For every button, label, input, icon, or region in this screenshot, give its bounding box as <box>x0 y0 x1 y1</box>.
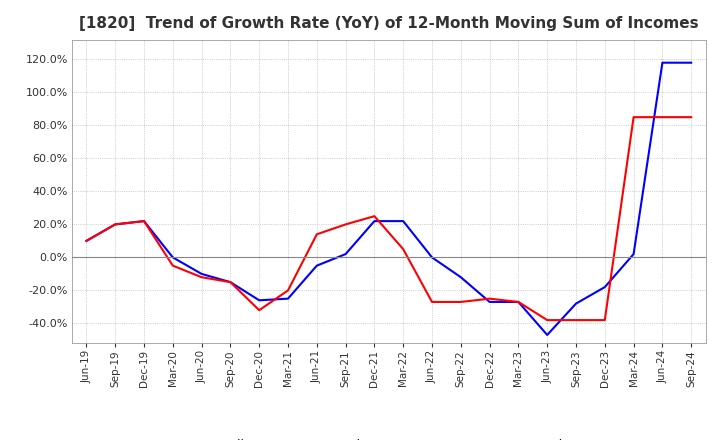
Net Income Growth Rate <box>629 114 638 120</box>
Ordinary Income Growth Rate <box>168 255 177 260</box>
Net Income Growth Rate <box>341 222 350 227</box>
Ordinary Income Growth Rate <box>543 332 552 337</box>
Net Income Growth Rate <box>370 213 379 219</box>
Ordinary Income Growth Rate <box>572 301 580 306</box>
Ordinary Income Growth Rate <box>284 296 292 301</box>
Ordinary Income Growth Rate <box>456 275 465 280</box>
Net Income Growth Rate <box>428 299 436 304</box>
Net Income Growth Rate <box>658 114 667 120</box>
Ordinary Income Growth Rate <box>140 218 148 224</box>
Net Income Growth Rate <box>168 263 177 268</box>
Line: Net Income Growth Rate: Net Income Growth Rate <box>86 117 691 320</box>
Ordinary Income Growth Rate <box>370 218 379 224</box>
Title: [1820]  Trend of Growth Rate (YoY) of 12-Month Moving Sum of Incomes: [1820] Trend of Growth Rate (YoY) of 12-… <box>79 16 698 32</box>
Ordinary Income Growth Rate <box>428 255 436 260</box>
Ordinary Income Growth Rate <box>399 218 408 224</box>
Net Income Growth Rate <box>255 308 264 313</box>
Net Income Growth Rate <box>456 299 465 304</box>
Net Income Growth Rate <box>600 318 609 323</box>
Net Income Growth Rate <box>514 299 523 304</box>
Net Income Growth Rate <box>572 318 580 323</box>
Net Income Growth Rate <box>82 238 91 244</box>
Net Income Growth Rate <box>226 279 235 285</box>
Net Income Growth Rate <box>111 222 120 227</box>
Ordinary Income Growth Rate <box>341 251 350 257</box>
Ordinary Income Growth Rate <box>255 297 264 303</box>
Net Income Growth Rate <box>485 296 494 301</box>
Ordinary Income Growth Rate <box>485 299 494 304</box>
Net Income Growth Rate <box>284 288 292 293</box>
Ordinary Income Growth Rate <box>687 60 696 65</box>
Ordinary Income Growth Rate <box>629 251 638 257</box>
Ordinary Income Growth Rate <box>111 222 120 227</box>
Legend: Ordinary Income Growth Rate, Net Income Growth Rate: Ordinary Income Growth Rate, Net Income … <box>176 434 602 440</box>
Line: Ordinary Income Growth Rate: Ordinary Income Growth Rate <box>86 62 691 335</box>
Ordinary Income Growth Rate <box>658 60 667 65</box>
Ordinary Income Growth Rate <box>514 299 523 304</box>
Net Income Growth Rate <box>399 246 408 252</box>
Ordinary Income Growth Rate <box>226 279 235 285</box>
Ordinary Income Growth Rate <box>600 284 609 290</box>
Net Income Growth Rate <box>140 218 148 224</box>
Net Income Growth Rate <box>312 231 321 237</box>
Net Income Growth Rate <box>687 114 696 120</box>
Ordinary Income Growth Rate <box>197 271 206 276</box>
Ordinary Income Growth Rate <box>312 263 321 268</box>
Net Income Growth Rate <box>543 318 552 323</box>
Net Income Growth Rate <box>197 275 206 280</box>
Ordinary Income Growth Rate <box>82 238 91 244</box>
